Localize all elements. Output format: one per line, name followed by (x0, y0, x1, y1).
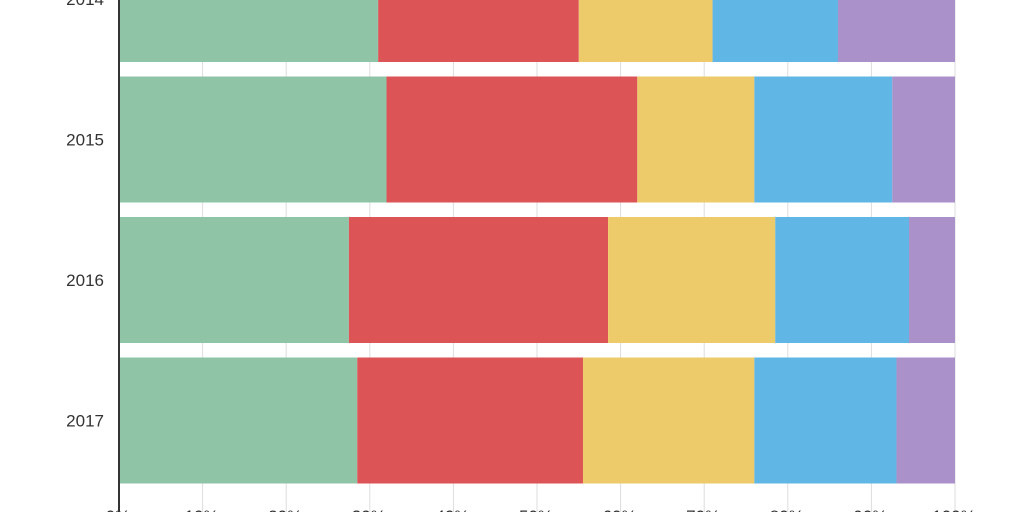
bar-segment (119, 217, 349, 343)
bar-segment (837, 0, 955, 62)
bar-segment (775, 217, 910, 343)
bar-segment (578, 0, 713, 62)
bar-segment (754, 76, 893, 203)
category-label: 2014 (66, 0, 104, 9)
bar-segment (348, 217, 609, 343)
category-label: 2015 (66, 131, 104, 150)
x-tick-label: 40% (435, 507, 469, 512)
x-tick-label: 100% (932, 507, 975, 512)
x-tick-label: 70% (686, 507, 720, 512)
bar-segment (386, 76, 638, 203)
x-tick-label: 80% (770, 507, 804, 512)
bar-segment (909, 217, 955, 343)
bar-segment (712, 0, 838, 62)
x-tick-label: 20% (268, 507, 302, 512)
category-label: 2017 (66, 412, 104, 431)
x-tick-label: 0% (106, 507, 131, 512)
bar-segment (582, 357, 755, 484)
x-tick-label: 50% (519, 507, 553, 512)
bar-segment (378, 0, 579, 62)
category-label: 2016 (66, 271, 104, 290)
x-tick-label: 10% (185, 507, 219, 512)
bar-segment (119, 357, 358, 484)
bar-segment (608, 217, 776, 343)
bar-segment (754, 357, 897, 484)
x-tick-label: 30% (352, 507, 386, 512)
bar-segments (119, 0, 955, 484)
bar-segment (892, 76, 955, 203)
bar-segment (896, 357, 955, 484)
x-tick-label: 90% (853, 507, 887, 512)
bar-segment (357, 357, 583, 484)
bar-segment (119, 76, 387, 203)
x-tick-label: 60% (603, 507, 637, 512)
bar-segment (119, 0, 379, 62)
bar-segment (637, 76, 755, 203)
